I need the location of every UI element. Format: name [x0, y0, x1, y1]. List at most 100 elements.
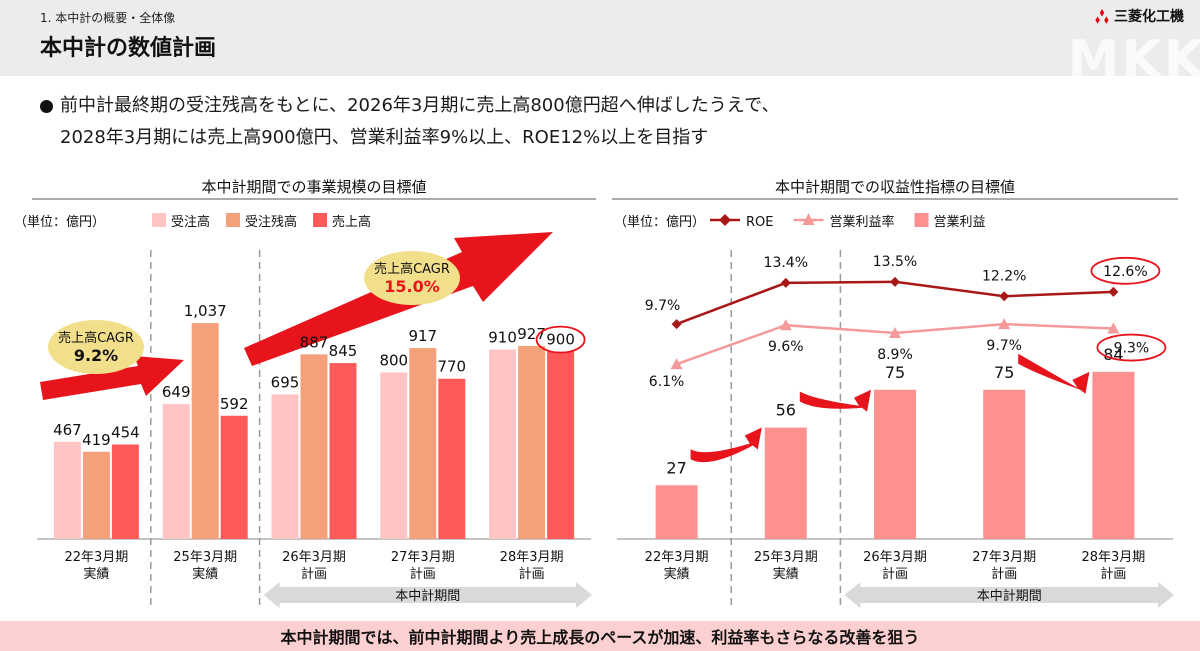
- legend-label: 売上高: [332, 214, 371, 230]
- bar-value-label: 695: [271, 373, 300, 391]
- bar-value-label: 75: [885, 363, 905, 382]
- highlight-circle: [1090, 256, 1161, 285]
- roe-point: [671, 319, 682, 330]
- bar-value-label: 927: [517, 325, 546, 343]
- unit-label: （単位：億円）: [614, 214, 705, 230]
- cagr-callout-bubble: [48, 320, 144, 374]
- category-label-year: 27年3月期: [391, 550, 455, 565]
- company-logo: 三菱化工機: [1094, 6, 1184, 26]
- legend-diamond-icon: [719, 214, 731, 226]
- bar-value-label: 592: [220, 395, 249, 413]
- bar-value-label: 419: [82, 431, 111, 449]
- bar: [874, 389, 916, 539]
- category-label-year: 28年3月期: [1081, 550, 1145, 565]
- category-label-type: 計画: [301, 566, 327, 582]
- line-value-label: 9.7%: [645, 298, 681, 314]
- business-scale-chart: 本中計期間での事業規模の目標値（単位：億円）22年3月期実績25年3月期実績26…: [14, 178, 596, 608]
- bar: [489, 349, 517, 539]
- category-label-year: 25年3月期: [173, 550, 237, 565]
- roe-point: [999, 291, 1010, 302]
- margin-point: [779, 319, 792, 331]
- bar: [300, 354, 328, 539]
- period-label: 本中計期間: [395, 588, 460, 604]
- category-label-year: 22年3月期: [645, 550, 709, 565]
- legend-label: ROE: [746, 215, 773, 230]
- line-value-label: 13.5%: [873, 254, 917, 270]
- line-value-label: 13.4%: [764, 255, 808, 271]
- cagr-callout-bubble: [364, 251, 460, 305]
- legend-label: 受注残高: [245, 214, 297, 230]
- bar-value-label: 845: [329, 342, 358, 360]
- growth-arrow-icon: [690, 427, 762, 463]
- bar: [329, 363, 357, 539]
- growth-arrow-icon: [799, 389, 871, 412]
- logo-text: 三菱化工機: [1114, 9, 1184, 25]
- category-label-type: 計画: [1100, 566, 1126, 582]
- legend-swatch: [914, 213, 929, 227]
- bar-value-label: 800: [379, 351, 408, 369]
- line-value-label: 9.7%: [986, 338, 1022, 354]
- legend-label: 受注高: [171, 214, 210, 230]
- line-value-label: 9.6%: [768, 339, 804, 355]
- breadcrumb: 1. 本中計の概要・全体像: [40, 11, 176, 25]
- bar-value-label: 649: [162, 383, 191, 401]
- bar-value-label: 454: [111, 423, 140, 441]
- category-label-type: 計画: [410, 566, 436, 582]
- unit-label: （単位：億円）: [14, 214, 105, 230]
- period-arrow-icon: [844, 582, 1174, 608]
- line-value-label: 12.2%: [982, 268, 1026, 284]
- bar: [220, 415, 248, 539]
- roe-line: [676, 280, 1114, 326]
- bar-value-label: 910: [488, 329, 517, 347]
- bar: [82, 451, 110, 539]
- bar: [111, 444, 139, 539]
- highlight-circle: [1096, 333, 1167, 362]
- headline: 前中計最終期の受注残高をもとに、2026年3月期に売上高800億円超へ伸ばしたう…: [40, 90, 1180, 154]
- bar: [380, 372, 408, 539]
- bar: [764, 427, 807, 539]
- category-label-year: 26年3月期: [282, 550, 346, 565]
- roe-point: [780, 277, 791, 288]
- roe-point: [890, 276, 900, 287]
- conclusion-banner: 本中計期間では、前中計期間より売上成長のペースが加速、利益率もさらなる改善を狙う: [0, 621, 1200, 651]
- growth-arrow-icon: [1018, 353, 1090, 394]
- legend-swatch: [152, 213, 166, 227]
- bar: [162, 403, 190, 539]
- chart-title: 本中計期間での事業規模の目標値: [201, 178, 426, 196]
- category-label-type: 計画: [882, 566, 908, 582]
- legend-label: 営業利益率: [829, 214, 894, 230]
- bar-value-label: 1,037: [184, 302, 227, 320]
- category-label-type: 実績: [773, 566, 799, 582]
- bar-value-label: 467: [53, 421, 82, 439]
- chart-title: 本中計期間での収益性指標の目標値: [775, 178, 1015, 196]
- margin-point: [998, 318, 1011, 330]
- margin-point: [889, 326, 901, 338]
- headline-line-1: 前中計最終期の受注残高をもとに、2026年3月期に売上高800億円超へ伸ばしたう…: [60, 95, 780, 116]
- category-label-year: 27年3月期: [972, 550, 1036, 565]
- category-label-type: 実績: [664, 566, 690, 582]
- category-label-year: 28年3月期: [500, 550, 564, 565]
- bar: [1092, 371, 1135, 539]
- category-label-year: 22年3月期: [64, 550, 128, 565]
- line-value-label: 6.1%: [649, 374, 685, 390]
- category-label-type: 実績: [192, 566, 218, 582]
- category-label-type: 計画: [991, 566, 1017, 582]
- legend-triangle-icon: [802, 213, 815, 225]
- category-label-year: 25年3月期: [754, 550, 818, 565]
- legend-label: 営業利益: [934, 214, 986, 230]
- bar-value-label: 917: [408, 327, 437, 345]
- line-value-label: 12.6%: [1103, 264, 1147, 280]
- period-label: 本中計期間: [977, 588, 1042, 604]
- category-label-year: 26年3月期: [863, 550, 927, 565]
- bar-value-label: 887: [300, 333, 329, 351]
- line-value-label: 8.9%: [877, 347, 913, 363]
- cagr-callout-value: 15.0%: [384, 277, 440, 296]
- bar-value-label: 56: [776, 401, 796, 420]
- legend-swatch: [313, 213, 328, 227]
- bar-value-label: 770: [437, 358, 466, 376]
- cagr-callout-value: 9.2%: [74, 346, 118, 365]
- three-diamonds-icon: [1095, 8, 1109, 24]
- margin-point: [670, 358, 683, 370]
- period-arrow-icon: [263, 582, 592, 608]
- roe-point: [1108, 286, 1119, 297]
